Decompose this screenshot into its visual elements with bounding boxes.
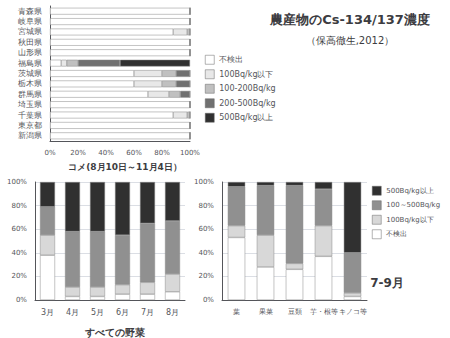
svg-text:果菜: 果菜 — [259, 308, 273, 316]
svg-text:100Bq/kg以下: 100Bq/kg以下 — [219, 70, 273, 79]
svg-text:福島県: 福島県 — [18, 59, 42, 68]
svg-text:8月: 8月 — [166, 308, 179, 317]
svg-text:0%: 0% — [44, 149, 55, 157]
svg-text:100～500Bq/kg: 100～500Bq/kg — [386, 201, 440, 209]
svg-text:40%: 40% — [198, 249, 214, 257]
svg-text:7-9月: 7-9月 — [370, 276, 404, 290]
svg-text:0%: 0% — [203, 296, 214, 304]
svg-text:コメ(8月10日～11月4日）: コメ(8月10日～11月4日） — [68, 162, 182, 172]
svg-text:秋田県: 秋田県 — [18, 38, 42, 47]
svg-text:20%: 20% — [198, 272, 214, 280]
svg-text:60%: 60% — [198, 225, 214, 233]
svg-text:不検出: 不検出 — [219, 55, 243, 64]
svg-text:4月: 4月 — [66, 308, 79, 317]
svg-text:100%: 100% — [194, 178, 214, 186]
svg-text:埼玉県: 埼玉県 — [17, 100, 42, 109]
svg-text:キノコ等: キノコ等 — [339, 308, 367, 316]
svg-text:20%: 20% — [11, 272, 27, 280]
svg-text:80%: 80% — [11, 202, 27, 210]
svg-text:0%: 0% — [16, 296, 27, 304]
svg-text:3月: 3月 — [41, 308, 54, 317]
svg-text:千葉県: 千葉県 — [18, 111, 42, 120]
svg-text:100%: 100% — [7, 178, 27, 186]
svg-text:青森県: 青森県 — [18, 7, 42, 16]
svg-text:80%: 80% — [154, 149, 170, 157]
svg-text:すべての野菜: すべての野菜 — [84, 327, 145, 338]
svg-text:宮城県: 宮城県 — [18, 27, 42, 36]
svg-text:葉: 葉 — [233, 308, 240, 316]
svg-text:60%: 60% — [126, 149, 142, 157]
svg-text:豆類: 豆類 — [288, 308, 302, 316]
svg-text:100-200Bq/kg: 100-200Bq/kg — [219, 84, 275, 93]
svg-text:500Bq/kg以上: 500Bq/kg以上 — [386, 187, 433, 195]
svg-text:6月: 6月 — [116, 308, 129, 317]
svg-text:岐阜県: 岐阜県 — [18, 17, 42, 26]
svg-text:80%: 80% — [198, 202, 214, 210]
svg-text:5月: 5月 — [91, 308, 104, 317]
svg-text:不検出: 不検出 — [386, 230, 407, 238]
svg-text:100Bq/kg以下: 100Bq/kg以下 — [386, 216, 433, 224]
svg-text:茨城県: 茨城県 — [18, 69, 42, 78]
svg-text:40%: 40% — [98, 149, 114, 157]
svg-text:200-500Bq/kg: 200-500Bq/kg — [219, 99, 275, 108]
svg-text:60%: 60% — [11, 225, 27, 233]
svg-text:7月: 7月 — [141, 308, 154, 317]
svg-text:山形県: 山形県 — [18, 48, 42, 57]
svg-text:500Bq/kg以上: 500Bq/kg以上 — [219, 113, 273, 122]
svg-text:40%: 40% — [11, 249, 27, 257]
svg-text:新潟県: 新潟県 — [18, 131, 42, 140]
svg-text:栃木県: 栃木県 — [18, 79, 42, 88]
svg-text:（保高徹生,2012）: （保高徹生,2012） — [306, 35, 395, 46]
svg-text:群馬県: 群馬県 — [18, 90, 42, 99]
svg-text:農産物のCs-134/137濃度: 農産物のCs-134/137濃度 — [269, 12, 430, 27]
svg-text:100%: 100% — [180, 149, 200, 157]
svg-text:東京都: 東京都 — [18, 121, 42, 130]
svg-text:20%: 20% — [70, 149, 86, 157]
svg-text:芋・根等: 芋・根等 — [310, 308, 338, 316]
